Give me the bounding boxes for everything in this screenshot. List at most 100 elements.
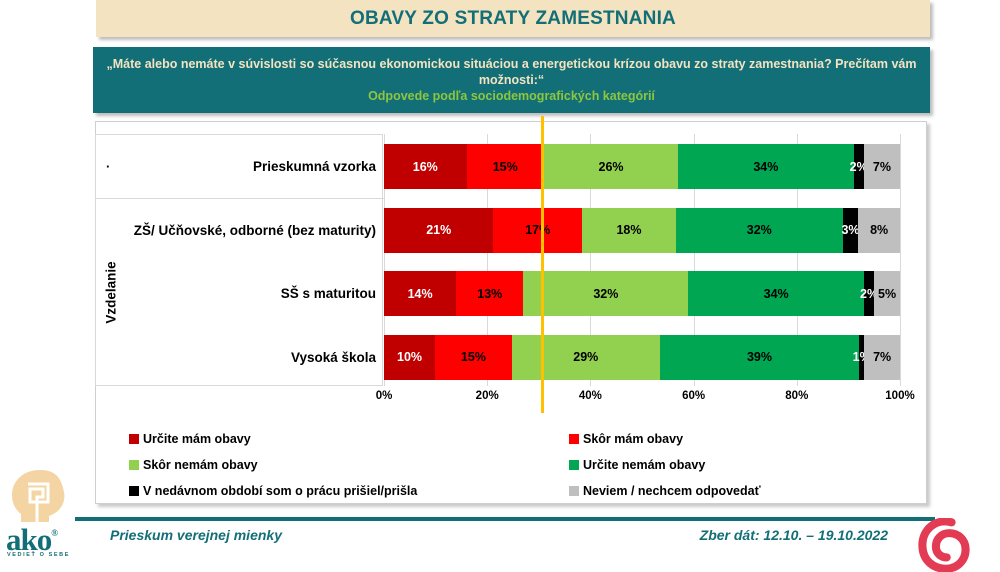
bar-segment-label: 39%: [746, 350, 772, 364]
bar-segment-label: 26%: [598, 159, 624, 174]
bar-segment-label: 15%: [492, 159, 518, 174]
bar-segment-label: 32%: [746, 223, 772, 237]
ako-caption: VEDIEŤ O SEBE: [7, 552, 70, 558]
bar-segment: 13%: [456, 271, 524, 316]
x-axis-tick: 20%: [475, 390, 499, 402]
bar-segment-label: 34%: [763, 286, 789, 301]
bar-segment: 3%: [841, 207, 860, 253]
legend-item: V nedávnom období som o prácu prišiel/pr…: [129, 484, 417, 498]
bar-segment-label: 7%: [873, 350, 892, 364]
question-text: „Máte alebo nemáte v súvislosti so súčas…: [106, 57, 917, 87]
title-banner: OBAVY ZO STRATY ZAMESTNANIA: [96, 0, 930, 37]
legend-label: V nedávnom období som o prácu prišiel/pr…: [143, 484, 418, 498]
bar-segment: 8%: [858, 207, 900, 253]
bar-segment: 2%: [850, 144, 868, 189]
bar-segment: 15%: [435, 334, 512, 380]
bar-segment: 15%: [466, 144, 544, 189]
plot-gridline: [900, 134, 901, 386]
bar-segment-label: 15%: [460, 350, 486, 364]
plot-gridline: [487, 134, 489, 386]
bar-segment-label: 18%: [616, 223, 642, 237]
x-axis-tick: 100%: [885, 390, 915, 402]
category-label: ZŠ/ Učňovské, odborné (bez maturity): [133, 222, 376, 238]
legend-swatch: [569, 486, 579, 496]
bar-segment: 32%: [675, 207, 843, 253]
y-axis-group-label: Vzdelanie: [103, 260, 119, 324]
category-axis-box: [95, 134, 383, 386]
bar-segment: 21%: [384, 207, 494, 253]
page-title: OBAVY ZO STRATY ZAMESTNANIA: [350, 7, 676, 29]
plot-gridline: [796, 134, 798, 386]
plot-gridline: [590, 134, 592, 386]
x-axis-tick: 80%: [785, 390, 809, 402]
bar-segment: 14%: [384, 271, 457, 316]
legend-swatch: [569, 434, 579, 444]
swirl-icon: [918, 517, 970, 572]
bar-segment-label: 17%: [525, 223, 551, 237]
legend-swatch: [569, 460, 579, 470]
bar-segment: 7%: [864, 334, 900, 380]
legend-item: Určite nemám obavy: [569, 458, 705, 472]
ako-logo: [2, 462, 82, 568]
legend-swatch: [129, 460, 139, 470]
bar-segment: 34%: [688, 271, 864, 316]
category-label: Prieskumná vzorka: [252, 159, 376, 174]
category-label: Vysoká škola: [290, 349, 376, 365]
bar-segment: 32%: [523, 271, 689, 316]
bar-segment-label: 3%: [841, 223, 860, 237]
ako-head-icon: [12, 470, 65, 522]
legend-swatch: [129, 486, 139, 496]
bar-segment: 29%: [511, 334, 660, 380]
legend-label: Určite nemám obavy: [583, 458, 706, 472]
legend-swatch: [129, 434, 139, 444]
bar-segment: 17%: [493, 207, 583, 253]
bar-segment: 16%: [384, 144, 467, 189]
plot-gridline: [693, 134, 695, 386]
legend-item: Skôr nemám obavy: [129, 458, 258, 472]
legend-label: Skôr nemám obavy: [143, 458, 258, 472]
footer-note: Prieskum verejnej mienky: [110, 527, 282, 543]
bar-segment: 5%: [874, 271, 900, 316]
bar-segment: 2%: [860, 271, 878, 316]
bar-segment-label: 2%: [849, 159, 868, 174]
x-axis-tick: 0%: [375, 390, 393, 402]
bar-segment-label: 14%: [407, 286, 433, 301]
bar-segment-label: 8%: [870, 223, 889, 237]
registered-mark-icon: ®: [51, 528, 58, 538]
bar-segment-label: 10%: [397, 350, 423, 364]
bar-segment: 18%: [582, 207, 676, 253]
legend-label: Neviem / nechcem odpovedať: [583, 484, 761, 498]
x-axis-tick: 40%: [578, 390, 602, 402]
footer-divider: [75, 517, 935, 521]
bar-segment-label: 2%: [860, 286, 879, 301]
plot-gridline: [384, 134, 385, 386]
legend-item: Určite mám obavy: [129, 432, 251, 446]
chart-container: · Vzdelanie 0% 20% 40% 60% 80% 100% Prieskumná…: [95, 121, 927, 504]
ako-square-spiral-icon: [28, 482, 50, 522]
bar-segment-label: 13%: [477, 286, 503, 301]
question-subtitle: Odpovede podľa sociodemografických kateg…: [368, 89, 655, 103]
legend-item: Neviem / nechcem odpovedať: [569, 484, 761, 498]
bar-segment-label: 32%: [593, 286, 619, 301]
reference-line: [541, 116, 545, 413]
question-banner: „Máte alebo nemáte v súvislosti so súčas…: [93, 47, 930, 113]
bar-segment-label: 34%: [753, 159, 779, 174]
bar-segment-label: 5%: [878, 286, 897, 301]
bar-segment-label: 21%: [426, 223, 452, 237]
bar-segment-label: 16%: [412, 159, 438, 174]
spiral-logo: [913, 517, 975, 572]
ako-wordmark: ako®: [6, 522, 58, 557]
category-label: SŠ s maturitou: [280, 286, 376, 301]
legend-label: Skôr mám obavy: [583, 432, 684, 446]
bar-segment: 34%: [678, 144, 854, 189]
bar-segment-label: 7%: [872, 159, 891, 174]
bar-segment-label: 29%: [573, 350, 599, 364]
x-axis-tick: 60%: [682, 390, 706, 402]
bar-segment: 26%: [543, 144, 679, 189]
bar-segment: 39%: [659, 334, 860, 380]
footer-date: Zber dát: 12.10. – 19.10.2022: [699, 527, 888, 543]
row-marker-dot: ·: [106, 159, 111, 174]
bar-segment: 7%: [863, 144, 900, 189]
bar-segment: 10%: [384, 334, 436, 380]
